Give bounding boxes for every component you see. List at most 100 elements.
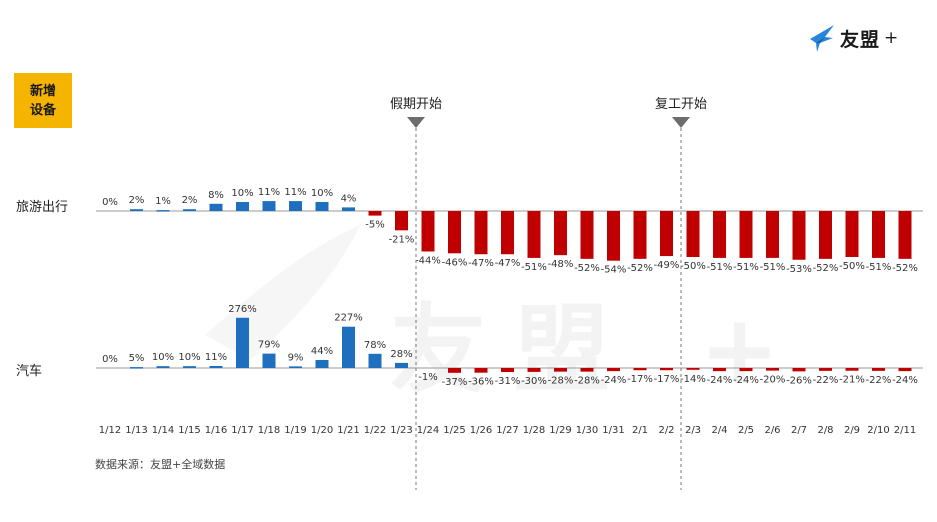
bar-0-1-18 [262, 201, 276, 211]
bar-0-2-8 [819, 211, 832, 259]
badge-line-2: 设备 [29, 102, 56, 118]
x-tick-label-1-14: 1/14 [152, 425, 174, 436]
data-label-0-2-7: -53% [786, 264, 812, 275]
data-label-0-2-1: -52% [627, 263, 653, 274]
data-label-1-2-9: -21% [839, 375, 865, 386]
data-label-0-1-12: 0% [102, 197, 118, 208]
bar-0-1-21 [342, 207, 355, 211]
data-label-0-1-13: 2% [129, 195, 145, 206]
category-badge: 新增 设备 [14, 73, 72, 128]
x-tick-label-1-22: 1/22 [364, 425, 386, 436]
data-label-1-1-12: 0% [102, 354, 118, 365]
data-label-1-2-4: -24% [707, 375, 733, 386]
bar-0-2-3 [686, 211, 700, 257]
bar-1-2-9 [845, 368, 859, 371]
bar-0-1-19 [289, 201, 302, 211]
x-tick-label-1-18: 1/18 [258, 425, 280, 436]
data-label-1-1-17: 276% [228, 304, 257, 315]
data-label-1-2-1: -17% [627, 374, 653, 385]
umeng-logo: 友盟 + [808, 22, 898, 54]
bar-0-1-20 [315, 202, 329, 211]
bar-0-1-17 [236, 202, 249, 211]
x-tick-label-1-17: 1/17 [231, 425, 253, 436]
data-label-1-2-2: -17% [654, 374, 680, 385]
bar-1-2-1 [633, 368, 647, 371]
data-label-0-2-10: -51% [866, 262, 892, 273]
x-tick-label-2-11: 2/11 [894, 425, 916, 436]
data-label-1-1-18: 79% [258, 340, 280, 351]
bar-0-1-15 [183, 209, 196, 211]
x-tick-label-2-2: 2/2 [658, 425, 674, 436]
logo-text: 友盟 [840, 28, 881, 51]
x-tick-label-1-31: 1/31 [602, 425, 624, 436]
data-label-1-1-30: -28% [574, 376, 600, 387]
data-label-0-2-5: -51% [733, 262, 759, 273]
x-tick-label-1-28: 1/28 [523, 425, 545, 436]
bar-1-1-14 [156, 366, 170, 368]
x-tick-label-1-29: 1/29 [549, 425, 571, 436]
bar-1-1-29 [554, 368, 567, 372]
data-label-0-1-21: 4% [341, 193, 357, 204]
badge-line-1: 新增 [29, 83, 56, 99]
data-label-1-2-5: -24% [733, 375, 759, 386]
bar-1-2-8 [819, 368, 832, 371]
data-label-1-2-8: -22% [813, 375, 839, 386]
watermark-logo: 友盟 + [390, 272, 808, 411]
data-label-0-1-18: 11% [258, 187, 280, 198]
bar-0-1-14 [156, 210, 170, 212]
bar-0-2-11 [898, 211, 912, 259]
bar-0-1-26 [474, 211, 488, 255]
bar-0-1-16 [209, 203, 223, 211]
bar-1-2-7 [792, 368, 806, 372]
data-label-1-1-15: 10% [178, 352, 200, 363]
data-label-1-1-14: 10% [152, 352, 174, 363]
data-source-note: 数据来源：友盟+全域数据 [95, 458, 226, 471]
data-label-0-1-29: -48% [548, 259, 574, 270]
x-tick-label-1-21: 1/21 [337, 425, 359, 436]
data-label-1-2-3: -14% [680, 374, 706, 385]
bar-1-1-18 [262, 353, 276, 368]
x-tick-label-1-23: 1/23 [390, 425, 412, 436]
bar-1-1-20 [315, 359, 329, 368]
data-label-0-1-25: -46% [442, 257, 468, 268]
data-label-0-1-14: 1% [155, 196, 171, 207]
bar-1-1-31 [607, 368, 620, 372]
logo-plus: + [884, 28, 899, 48]
bar-1-2-3 [686, 368, 700, 370]
data-label-1-1-22: 78% [364, 340, 386, 351]
data-label-1-1-20: 44% [311, 346, 333, 357]
bar-0-2-9 [845, 211, 859, 257]
x-tick-label-2-5: 2/5 [738, 425, 754, 436]
data-label-0-1-31: -54% [601, 265, 627, 276]
data-label-1-1-27: -31% [495, 376, 521, 387]
data-label-1-1-19: 9% [288, 352, 304, 363]
row-label-car: 汽车 [16, 364, 43, 379]
marker-triangle-icon-1 [672, 117, 690, 128]
bar-1-1-21 [342, 326, 355, 368]
bar-0-2-2 [660, 211, 673, 257]
bar-1-1-15 [183, 366, 196, 368]
data-label-0-1-27: -47% [495, 258, 521, 269]
bar-0-2-4 [713, 211, 726, 258]
bar-0-1-13 [130, 209, 143, 211]
bar-1-1-28 [527, 368, 541, 372]
bar-0-1-23 [395, 211, 408, 231]
data-label-0-1-20: 10% [311, 188, 333, 199]
x-tick-label-1-26: 1/26 [470, 425, 492, 436]
x-tick-label-2-7: 2/7 [791, 425, 807, 436]
x-tick-label-1-16: 1/16 [205, 425, 227, 436]
data-label-1-2-10: -22% [866, 375, 892, 386]
row-label-travel: 旅游出行 [16, 200, 69, 215]
data-label-1-2-6: -20% [760, 375, 786, 386]
x-tick-label-2-10: 2/10 [867, 425, 889, 436]
bar-1-1-25 [448, 368, 461, 373]
watermark-bird-shape [205, 225, 360, 360]
data-label-0-2-4: -51% [707, 262, 733, 273]
x-tick-label-2-9: 2/9 [844, 425, 860, 436]
bar-1-2-4 [713, 368, 726, 372]
x-tick-label-2-4: 2/4 [711, 425, 727, 436]
data-label-1-2-7: -26% [786, 375, 812, 386]
bar-0-2-5 [739, 211, 753, 258]
data-label-1-1-25: -37% [442, 377, 468, 388]
data-label-0-2-6: -51% [760, 262, 786, 273]
